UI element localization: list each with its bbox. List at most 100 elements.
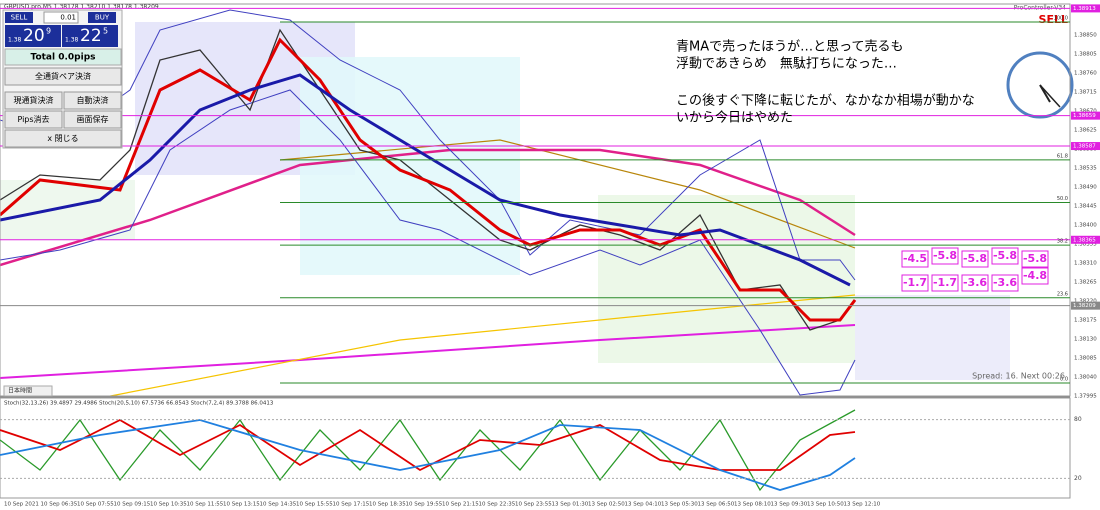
- price-label: 1.38040: [1074, 375, 1097, 381]
- price-marker: [1071, 235, 1100, 244]
- spread: Spread: 16. Next 00:26: [972, 372, 1065, 381]
- price-label: 1.38625: [1074, 128, 1097, 134]
- time-label: 13 Sep 09:30: [771, 502, 808, 508]
- pip-value: -4.8: [1023, 269, 1047, 282]
- long-ma: [0, 324, 856, 379]
- price-label: 1.38535: [1074, 166, 1097, 172]
- price-box[interactable]: [5, 25, 61, 47]
- time-label: 13 Sep 04:10: [625, 502, 662, 508]
- panel-button[interactable]: [4, 129, 122, 148]
- price-marker: [1071, 142, 1100, 151]
- time-label: 10 Sep 13:15: [223, 502, 260, 508]
- price-label: 1.38805: [1074, 52, 1097, 58]
- clock-hand: [1039, 84, 1061, 108]
- pip-box: [991, 274, 1019, 292]
- price-label: 1.38175: [1074, 318, 1097, 324]
- pip-value: -5.8: [933, 249, 957, 262]
- price-label: 1.38490: [1074, 185, 1097, 191]
- time-label: 10 Sep 11:55: [187, 502, 224, 508]
- blue-ma: [0, 73, 851, 287]
- time-label: 10 Sep 23:55: [515, 502, 552, 508]
- panel-button[interactable]: [63, 91, 122, 110]
- signal: SELL: [1039, 13, 1068, 26]
- sell-label: SELL: [11, 14, 28, 22]
- time-label: 10 Sep 2021: [4, 502, 39, 508]
- price-label: 1.38265: [1074, 280, 1097, 286]
- panel-button[interactable]: [4, 110, 63, 129]
- panel-button-label: 画面保存: [77, 114, 109, 124]
- annotation: 浮動であきらめ 無駄打ちになった…: [676, 57, 897, 72]
- zone: [855, 295, 1010, 380]
- pip-box: [1021, 267, 1049, 285]
- total-box: [4, 48, 122, 66]
- time-label: 10 Sep 10:35: [150, 502, 187, 508]
- price-sup: 5: [103, 27, 108, 36]
- fib-label: 23.6: [1057, 291, 1068, 297]
- oscillator-frame: [0, 397, 1071, 499]
- time-label: 13 Sep 02:50: [588, 502, 625, 508]
- panel-button[interactable]: [4, 91, 63, 110]
- price-box[interactable]: [62, 25, 118, 47]
- price-label: 1.38445: [1074, 204, 1097, 210]
- time-label: 10 Sep 18:35: [369, 502, 406, 508]
- pip-box: [931, 274, 959, 292]
- pip-value: -4.5: [903, 252, 927, 265]
- panel-button[interactable]: [63, 110, 122, 129]
- clock: [1006, 51, 1074, 119]
- lot: 0.01: [60, 14, 76, 22]
- price-marker: [1071, 111, 1100, 120]
- price-label: 1.38715: [1074, 90, 1097, 96]
- level-label: 80: [1074, 416, 1082, 423]
- time-label: 13 Sep 12:10: [844, 502, 881, 508]
- price-marker: [1071, 4, 1100, 13]
- pip-box: [961, 274, 989, 292]
- time-label: 10 Sep 19:55: [406, 502, 443, 508]
- price-label: 1.38850: [1074, 33, 1097, 39]
- price-label: 1.37995: [1074, 394, 1097, 400]
- fib-label: 38.2: [1057, 239, 1068, 245]
- pip-value: -5.8: [963, 252, 987, 265]
- pip-box: [961, 250, 989, 268]
- pip-box: [931, 247, 959, 265]
- price-label: 1.38130: [1074, 337, 1097, 343]
- fib-label: 100.0: [1054, 16, 1068, 22]
- zone: [300, 57, 520, 275]
- time-label: 10 Sep 15:55: [296, 502, 333, 508]
- price-label: 1.38220: [1074, 299, 1097, 305]
- price-label: 1.38355: [1074, 242, 1097, 248]
- time-label: 10 Sep 21:15: [442, 502, 479, 508]
- price-label: 1.38760: [1074, 71, 1097, 77]
- pip-box: [901, 274, 929, 292]
- buy-button[interactable]: [88, 12, 116, 23]
- price-label: 1.38670: [1074, 109, 1097, 115]
- fib-label: 0.0: [1060, 377, 1068, 383]
- panel-button-label: x 閉じる: [47, 134, 78, 143]
- price-big: 22: [80, 26, 102, 46]
- tab: [3, 385, 53, 397]
- pip-box: [901, 250, 929, 268]
- time-label: 10 Sep 07:55: [77, 502, 114, 508]
- pip-value: -3.6: [963, 276, 987, 289]
- price-prefix: 1.38: [8, 37, 22, 44]
- price-big: 20: [23, 26, 45, 46]
- pip-value: -3.6: [993, 276, 1017, 289]
- pip-value: -5.8: [1023, 252, 1047, 265]
- time-label: 10 Sep 06:35: [41, 502, 78, 508]
- pip-box: [1021, 250, 1049, 268]
- time-label: 10 Sep 22:35: [479, 502, 516, 508]
- total: Total 0.0pips: [31, 53, 96, 63]
- ma: [0, 148, 856, 267]
- time-label: 10 Sep 14:35: [260, 502, 297, 508]
- price-label: 1.38085: [1074, 356, 1097, 362]
- time-label: 13 Sep 08:10: [734, 502, 771, 508]
- panel-button[interactable]: [4, 67, 122, 86]
- lot-field[interactable]: [43, 11, 79, 24]
- panel-button-label: 自動決済: [77, 95, 109, 105]
- main-frame: [0, 3, 1071, 397]
- panel-button-label: Pips消去: [17, 114, 49, 124]
- pip-value: -1.7: [903, 276, 927, 289]
- level-label: 20: [1074, 475, 1082, 482]
- sell-button[interactable]: [5, 12, 33, 23]
- price-marker-label: 1.38209: [1073, 303, 1096, 309]
